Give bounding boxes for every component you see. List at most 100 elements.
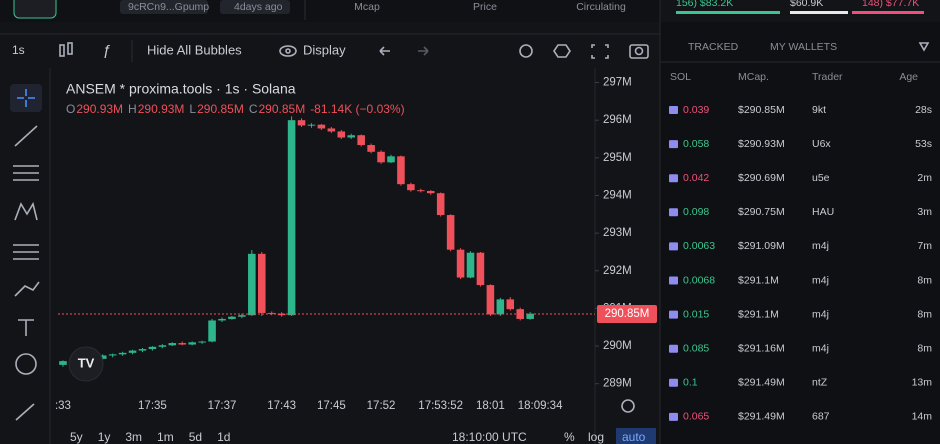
timeframes: 5y 1y 3m 1m 5d 1d bbox=[70, 430, 230, 444]
candle-body bbox=[178, 343, 187, 345]
sol-icon bbox=[669, 412, 678, 421]
ohlc-summary: O 290.93M H 290.93M L 290.85M C 290.85M -81.14K … bbox=[66, 102, 405, 116]
trade-trader: m4j bbox=[812, 342, 829, 354]
trade-mcap: $291.1M bbox=[738, 308, 779, 320]
bubbles-button[interactable]: Hide All Bubbles bbox=[147, 42, 242, 57]
indicator-icon[interactable]: ƒ bbox=[103, 42, 111, 59]
trade-age: 14m bbox=[912, 411, 933, 423]
display-button[interactable]: Display bbox=[303, 42, 346, 57]
trade-mcap: $291.49M bbox=[738, 411, 785, 423]
candle-body bbox=[188, 342, 196, 345]
x-tick-label: 17:52 bbox=[367, 400, 396, 412]
candle-body bbox=[516, 309, 524, 319]
drawing-tools[interactable] bbox=[10, 84, 42, 421]
candle-body bbox=[208, 320, 216, 342]
token-chip bbox=[120, 0, 208, 14]
trade-age: 8m bbox=[917, 274, 932, 286]
candle-body bbox=[118, 352, 127, 355]
percent-toggle[interactable]: % bbox=[564, 430, 575, 444]
timeframe-button[interactable]: 5y bbox=[70, 430, 83, 444]
timeframe-button[interactable]: 1m bbox=[157, 430, 174, 444]
trade-age: 53s bbox=[915, 138, 932, 150]
candle-body bbox=[526, 313, 534, 319]
auto-toggle[interactable]: auto bbox=[622, 430, 646, 444]
x-tick-label: 18:09:34 bbox=[518, 400, 563, 412]
last-price-label: 290.85M bbox=[605, 308, 650, 320]
ohlc-value: 290.93M bbox=[138, 102, 185, 116]
x-tick-label: 17:53:52 bbox=[418, 400, 463, 412]
token-avatar bbox=[13, 0, 57, 19]
column-header: SOL bbox=[670, 71, 691, 83]
trade-sol: 0.015 bbox=[683, 308, 709, 320]
timeframe-button[interactable]: 5d bbox=[189, 430, 202, 444]
display-icon[interactable] bbox=[279, 45, 297, 57]
trade-mcap: $290.75M bbox=[738, 206, 785, 218]
timeframe-button[interactable]: 1d bbox=[217, 430, 230, 444]
y-tick-label: 289M bbox=[603, 378, 632, 390]
candle-body bbox=[377, 151, 385, 163]
stat: 148) $77.7K bbox=[862, 0, 919, 9]
y-tick-label: 290M bbox=[603, 340, 632, 352]
y-tick-label: 297M bbox=[603, 77, 632, 89]
candle-body bbox=[257, 253, 266, 313]
trade-mcap: $290.69M bbox=[738, 172, 785, 184]
trade-mcap: $291.16M bbox=[738, 342, 785, 354]
trade-age: 13m bbox=[912, 377, 933, 389]
trade-trader: u5e bbox=[812, 172, 830, 184]
timeframe-button[interactable]: 1y bbox=[98, 430, 111, 444]
filter-icon[interactable] bbox=[918, 42, 930, 52]
x-tick-label: 17:35 bbox=[138, 400, 167, 412]
tab[interactable]: MY WALLETS bbox=[770, 41, 837, 53]
trade-trader: U6x bbox=[812, 138, 831, 150]
undo-icon[interactable] bbox=[379, 46, 390, 56]
trade-age: 28s bbox=[915, 104, 932, 116]
candle-body bbox=[476, 252, 485, 286]
stat: $60.9K bbox=[790, 0, 823, 9]
candle-body bbox=[287, 120, 296, 316]
timeframe-button[interactable]: 3m bbox=[125, 430, 142, 444]
tool-icons[interactable] bbox=[519, 44, 649, 59]
sol-icon bbox=[669, 106, 678, 114]
logo bbox=[68, 346, 104, 382]
stat: 156) $83.2K bbox=[676, 0, 733, 9]
ohlc-value: 290.85M bbox=[197, 102, 244, 116]
trade-sol: 0.098 bbox=[683, 206, 709, 218]
column-header: Age bbox=[899, 71, 918, 83]
candle-type-icon[interactable] bbox=[59, 42, 73, 57]
auto-toggle-bg[interactable] bbox=[616, 428, 656, 444]
candle-body bbox=[168, 343, 177, 346]
chart-title: ANSEM * proxima.tools · 1s · Solana bbox=[66, 81, 296, 97]
trade-rows: 0.039 $290.85M 9kt 28s 0.058 $290.93M U6x 53s 0.… bbox=[669, 104, 932, 423]
sol-icon bbox=[669, 276, 678, 285]
trade-trader: m4j bbox=[812, 274, 829, 286]
log-toggle[interactable]: log bbox=[588, 430, 604, 444]
redo-icon[interactable] bbox=[418, 46, 429, 56]
candle-body bbox=[367, 145, 375, 152]
sol-icon bbox=[669, 310, 678, 319]
token-address: 9cRCn9...Gpump bbox=[128, 1, 209, 13]
ohlc-key: C bbox=[249, 102, 258, 116]
candle-body bbox=[337, 131, 346, 138]
trade-sol: 0.085 bbox=[683, 342, 709, 354]
age-chip bbox=[220, 0, 290, 14]
trade-trader: m4j bbox=[812, 308, 829, 320]
bar-neutral bbox=[790, 11, 848, 14]
candle-body bbox=[347, 135, 356, 138]
trade-trader: HAU bbox=[812, 206, 834, 218]
sol-icon bbox=[669, 344, 678, 353]
x-tick-label: 17:43 bbox=[267, 400, 296, 412]
candle-body bbox=[407, 184, 415, 191]
trade-mcap: $291.1M bbox=[738, 274, 779, 286]
candle-body bbox=[267, 312, 276, 314]
sol-icon bbox=[669, 208, 678, 217]
candle-body bbox=[327, 128, 336, 132]
candle-body bbox=[238, 315, 246, 317]
interval-button[interactable]: 1s bbox=[12, 43, 25, 57]
candle-body bbox=[218, 318, 226, 321]
candle-body bbox=[248, 253, 256, 316]
tab[interactable]: TRACKED bbox=[688, 41, 739, 53]
candle-body bbox=[198, 341, 206, 343]
settings-icon[interactable] bbox=[621, 399, 635, 413]
trade-sol: 0.042 bbox=[683, 172, 709, 184]
